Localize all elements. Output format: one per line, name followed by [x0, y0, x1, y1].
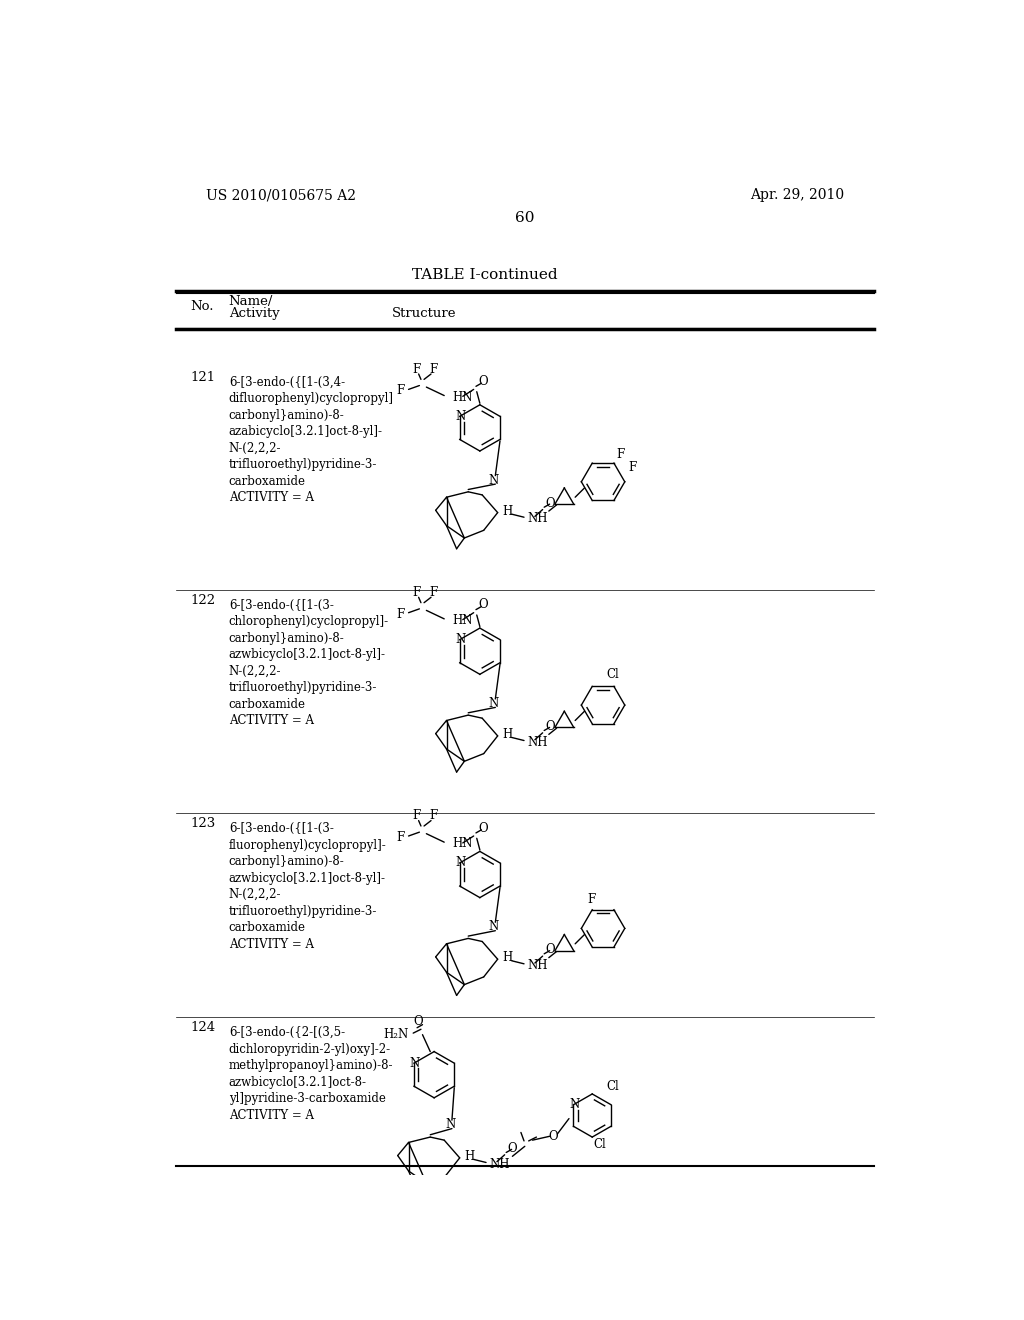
Text: O: O	[478, 822, 487, 834]
Text: 123: 123	[190, 817, 215, 830]
Text: F: F	[413, 809, 421, 822]
Text: N: N	[569, 1098, 580, 1111]
Text: H: H	[502, 952, 512, 964]
Text: O: O	[546, 721, 555, 733]
Text: O: O	[508, 1142, 517, 1155]
Text: TABLE I-continued: TABLE I-continued	[412, 268, 557, 282]
Text: H: H	[464, 1150, 474, 1163]
Text: Name/: Name/	[228, 296, 273, 308]
Text: O: O	[549, 1130, 558, 1143]
Text: N: N	[488, 474, 499, 487]
Text: 60: 60	[515, 211, 535, 226]
Text: 124: 124	[190, 1022, 215, 1035]
Text: F: F	[429, 363, 437, 376]
Text: 6-[3-endo-({[1-(3-
fluorophenyl)cyclopropyl]-
carbonyl}amino)-8-
azwbicyclo[3.2.: 6-[3-endo-({[1-(3- fluorophenyl)cyclopro…	[228, 822, 386, 950]
Text: O: O	[546, 944, 555, 957]
Text: F: F	[429, 586, 437, 599]
Text: Cl: Cl	[606, 668, 618, 681]
Text: H: H	[502, 504, 512, 517]
Text: O: O	[414, 1015, 424, 1028]
Text: F: F	[616, 447, 625, 461]
Text: H₂N: H₂N	[383, 1028, 409, 1041]
Text: N: N	[410, 1056, 420, 1069]
Text: HN: HN	[452, 837, 472, 850]
Text: F: F	[396, 607, 404, 620]
Text: NH: NH	[489, 1158, 510, 1171]
Text: Cl: Cl	[606, 1080, 618, 1093]
Text: 6-[3-endo-({2-[(3,5-
dichloropyridin-2-yl)oxy]-2-
methylpropanoyl}amino)-8-
azwb: 6-[3-endo-({2-[(3,5- dichloropyridin-2-y…	[228, 1026, 393, 1122]
Text: 6-[3-endo-({[1-(3,4-
difluorophenyl)cyclopropyl]
carbonyl}amino)-8-
azabicyclo[3: 6-[3-endo-({[1-(3,4- difluorophenyl)cycl…	[228, 376, 394, 504]
Text: O: O	[546, 496, 555, 510]
Text: O: O	[478, 375, 487, 388]
Text: O: O	[478, 598, 487, 611]
Text: F: F	[413, 586, 421, 599]
Text: NH: NH	[527, 958, 548, 972]
Text: Cl: Cl	[594, 1138, 606, 1151]
Text: No.: No.	[190, 300, 213, 313]
Text: F: F	[588, 892, 596, 906]
Text: F: F	[396, 384, 404, 397]
Text: N: N	[445, 1118, 456, 1131]
Text: N: N	[488, 920, 499, 933]
Text: Activity: Activity	[228, 308, 280, 321]
Text: 122: 122	[190, 594, 215, 607]
Text: NH: NH	[527, 512, 548, 525]
Text: US 2010/0105675 A2: US 2010/0105675 A2	[206, 189, 355, 202]
Text: HN: HN	[452, 614, 472, 627]
Text: 6-[3-endo-({[1-(3-
chlorophenyl)cyclopropyl]-
carbonyl}amino)-8-
azwbicyclo[3.2.: 6-[3-endo-({[1-(3- chlorophenyl)cyclopro…	[228, 599, 389, 727]
Text: N: N	[456, 409, 466, 422]
Text: F: F	[413, 363, 421, 376]
Text: F: F	[429, 809, 437, 822]
Text: NH: NH	[527, 735, 548, 748]
Text: F: F	[629, 462, 637, 474]
Text: Structure: Structure	[391, 308, 456, 321]
Text: N: N	[456, 634, 466, 647]
Text: Apr. 29, 2010: Apr. 29, 2010	[750, 189, 844, 202]
Text: F: F	[396, 832, 404, 843]
Text: H: H	[502, 727, 512, 741]
Text: HN: HN	[452, 391, 472, 404]
Text: N: N	[488, 697, 499, 710]
Text: N: N	[456, 857, 466, 870]
Text: 121: 121	[190, 371, 215, 384]
